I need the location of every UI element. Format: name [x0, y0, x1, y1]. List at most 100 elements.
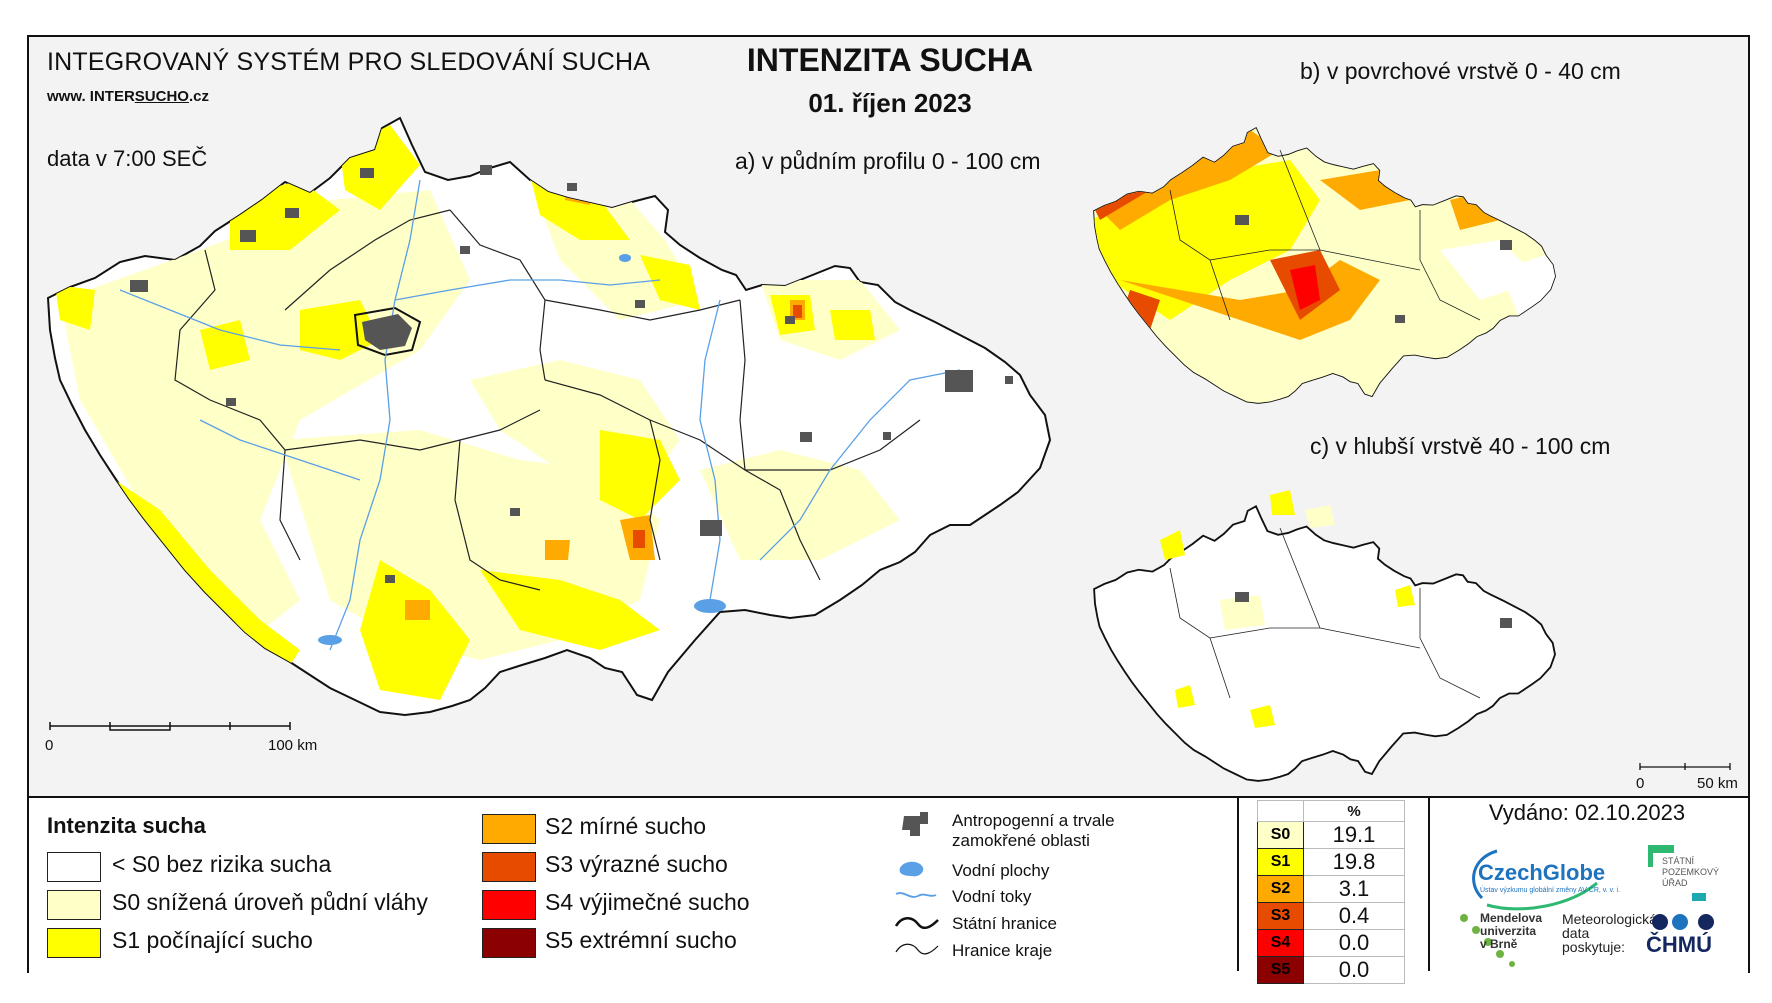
legend-swatch-s1: [47, 928, 101, 958]
map-b: [1093, 127, 1556, 404]
map-a-water-bodies: [318, 254, 726, 645]
water-body-icon: [899, 861, 924, 877]
website-link[interactable]: www. INTERSUCHO.cz: [47, 88, 209, 105]
mendel-line2: univerzita: [1480, 924, 1537, 938]
mendel-line1: Mendelova: [1480, 911, 1543, 925]
stats-value-s5: 0.0: [1303, 956, 1405, 984]
legend-label-s4: S4 výjimečné sucho: [545, 889, 750, 915]
spu-line1: STÁTNÍ: [1662, 856, 1695, 866]
map-c-caption: c) v hlubší vrstvě 40 - 100 cm: [1310, 433, 1611, 459]
spu-logo-text: STÁTNÍ POZEMKOVÝ ÚŘAD: [1662, 856, 1719, 889]
stats-code-s3: S3: [1257, 902, 1304, 930]
symbol-icons: [894, 812, 939, 955]
legend-swatch-s0: [47, 890, 101, 920]
spu-line2: POZEMKOVÝ: [1662, 867, 1720, 877]
legend-symbol-urban-line1: Antropogenní a trvale: [952, 811, 1115, 830]
legend-symbol-urban: Antropogenní a trvale zamokřené oblasti: [952, 811, 1115, 851]
map-a-drought-fill: [55, 125, 900, 700]
stats-row: S3 0.4: [1257, 902, 1405, 930]
website-underlined: SUCHO: [134, 88, 189, 105]
state-border-icon: [894, 917, 939, 930]
legend-separator-2: [1428, 796, 1430, 971]
main-scale-bar: [49, 722, 291, 731]
region-border-icon: [895, 943, 939, 955]
spu-line3: ÚŘAD: [1662, 878, 1688, 888]
stats-row: S4 0.0: [1257, 929, 1405, 957]
small-scale-start: 0: [1636, 775, 1645, 792]
legend-symbol-region-border: Hranice kraje: [952, 941, 1053, 960]
map-b-caption: b) v povrchové vrstvě 0 - 40 cm: [1300, 58, 1621, 84]
map-b-urban-areas: [1235, 215, 1512, 323]
czechglobe-subtitle: Ústav výzkumu globální změny AV ČR, v. v…: [1480, 887, 1621, 894]
stats-unit: %: [1303, 800, 1405, 822]
stats-code-s5: S5: [1257, 956, 1304, 984]
legend-swatch-none: [47, 852, 101, 882]
legend-swatch-s5: [482, 928, 536, 958]
map-a-urban-areas: [130, 165, 1013, 583]
stats-value-s4: 0.0: [1303, 929, 1405, 957]
stats-value-s3: 0.4: [1303, 902, 1405, 930]
map-c-urban-areas: [1235, 592, 1512, 628]
map-b-drought-fill: [1094, 128, 1555, 403]
stats-code-s4: S4: [1257, 929, 1304, 957]
czechglobe-logo-arc: [1472, 849, 1598, 911]
river-icon: [895, 892, 937, 898]
legend-swatch-s2: [482, 814, 536, 844]
legend-symbol-state-border: Státní hranice: [952, 914, 1057, 933]
small-scale-bar: [1639, 763, 1731, 770]
spu-logo: [1648, 845, 1706, 901]
chmu-logo-text: ČHMÚ: [1646, 932, 1712, 957]
prague-border: [353, 306, 422, 357]
mendel-line3: v Brně: [1480, 937, 1518, 951]
meteo-line3: poskytuje:: [1562, 939, 1626, 955]
system-title: INTEGROVANÝ SYSTÉM PRO SLEDOVÁNÍ SUCHA: [47, 48, 651, 76]
map-c-drought-fill: [1160, 490, 1415, 728]
drought-stats-table: % S0 19.1 S1 19.8 S2 3.1 S3 0.4 S4 0.0 S…: [1257, 800, 1405, 984]
legend-separator-1: [1237, 796, 1239, 971]
mendel-logo-dots: [1460, 914, 1515, 967]
small-scale-end: 50 km: [1697, 775, 1738, 792]
meteo-line1: Meteorologická: [1562, 911, 1657, 927]
stats-value-s2: 3.1: [1303, 875, 1405, 903]
meteo-line2: data: [1562, 925, 1590, 941]
chmu-logo-mark: [1652, 914, 1714, 930]
legend-symbol-urban-line2: zamokřené oblasti: [952, 831, 1090, 850]
legend-swatch-s4: [482, 890, 536, 920]
website-suffix: .cz: [188, 88, 209, 105]
stats-header-empty: [1257, 800, 1304, 822]
legend-label-s5: S5 extrémní sucho: [545, 927, 737, 953]
czechglobe-logo-text: CzechGlobe: [1478, 860, 1606, 885]
stats-code-s2: S2: [1257, 875, 1304, 903]
stats-row: S0 19.1: [1257, 821, 1405, 849]
legend-title: Intenzita sucha: [47, 813, 206, 838]
legend-symbol-river: Vodní toky: [952, 887, 1032, 906]
data-time: data v 7:00 SEČ: [47, 146, 208, 171]
stats-value-s0: 19.1: [1303, 821, 1405, 849]
map-c: [1093, 490, 1731, 782]
urban-area-icon: [902, 812, 928, 836]
map-c-region-borders: [1169, 527, 1481, 699]
stats-header-row: %: [1257, 800, 1405, 822]
issued-date: Vydáno: 02.10.2023: [1488, 800, 1686, 825]
mendel-logo-text: Mendelova univerzita v Brně: [1480, 912, 1542, 951]
legend-swatch-s3: [482, 852, 536, 882]
map-b-region-borders: [1169, 149, 1481, 321]
main-title: INTENZITA SUCHA: [746, 42, 1034, 78]
main-date: 01. říjen 2023: [808, 88, 972, 118]
legend-label-s1: S1 počínající sucho: [112, 927, 313, 953]
legend-label-s3: S3 výrazné sucho: [545, 851, 728, 877]
stats-code-s0: S0: [1257, 821, 1304, 849]
stats-row: S1 19.8: [1257, 848, 1405, 876]
stats-row: S5 0.0: [1257, 956, 1405, 984]
main-scale-start: 0: [45, 737, 54, 754]
stats-code-s1: S1: [1257, 848, 1304, 876]
map-a-caption: a) v půdním profilu 0 - 100 cm: [735, 148, 1041, 174]
legend-strip: [29, 796, 1748, 973]
legend-label-none: < S0 bez rizika sucha: [112, 851, 332, 877]
website-prefix: www. INTER: [47, 88, 135, 105]
main-scale-end: 100 km: [268, 737, 318, 754]
legend-symbol-water-body: Vodní plochy: [952, 861, 1050, 880]
legend-label-s0: S0 snížená úroveň půdní vláhy: [112, 889, 428, 915]
map-a-rivers: [119, 179, 961, 651]
